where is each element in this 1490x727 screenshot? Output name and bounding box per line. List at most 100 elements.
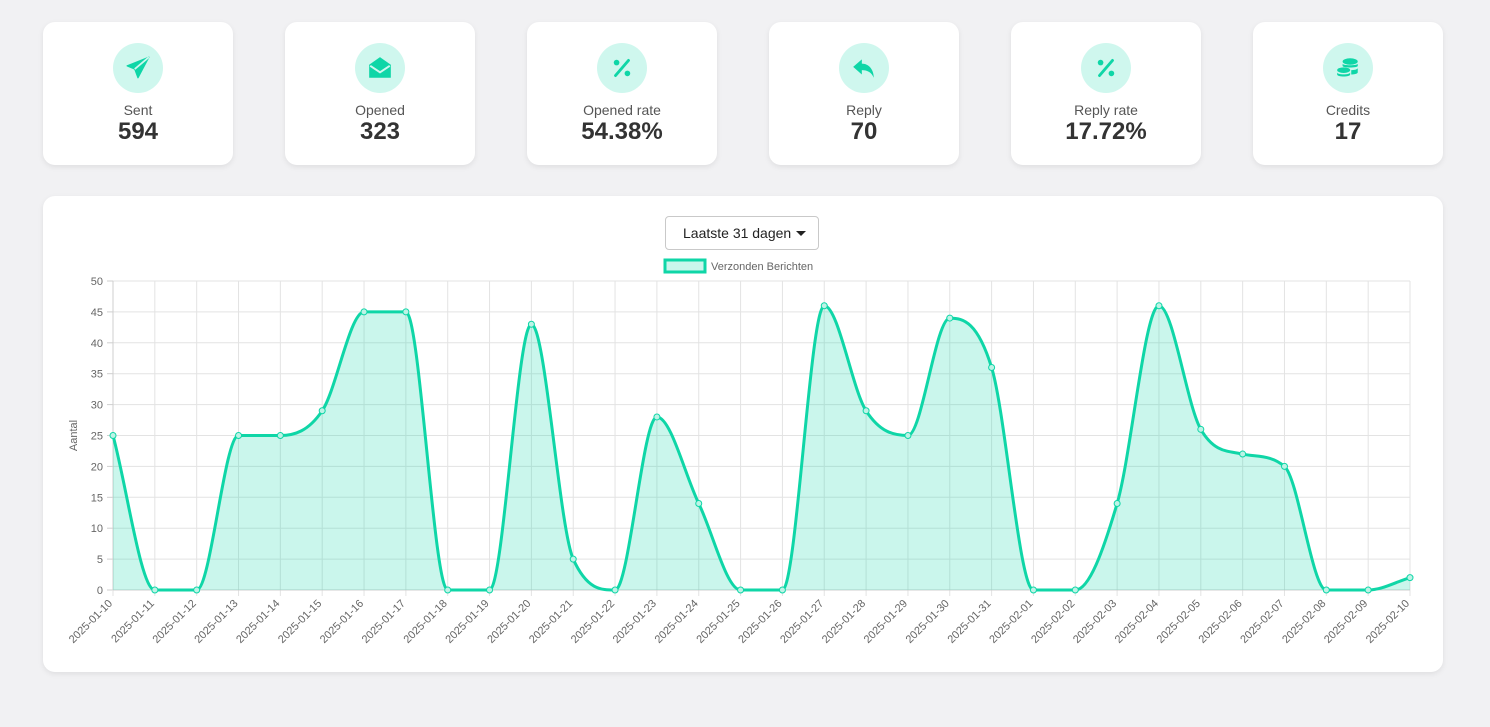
data-point [569, 555, 577, 563]
data-point [318, 407, 326, 415]
data-point [695, 499, 703, 507]
data-point [1113, 499, 1121, 507]
x-tick-label: 2025-02-02 [1029, 598, 1077, 646]
paper-plane-icon [113, 43, 163, 93]
legend-label: Verzonden Berichten [711, 261, 813, 273]
x-tick-label: 2025-01-23 [611, 598, 659, 646]
x-tick-label: 2025-01-21 [527, 598, 575, 646]
y-tick-label: 35 [91, 369, 103, 381]
x-tick-label: 2025-01-10 [67, 598, 115, 646]
legend-swatch [663, 258, 707, 274]
y-tick-label: 25 [91, 431, 103, 443]
data-point [193, 586, 201, 594]
date-range-selected: Laatste 31 dagen [683, 225, 792, 241]
y-tick-label: 45 [91, 307, 103, 319]
data-point [988, 364, 996, 372]
data-point [151, 586, 159, 594]
data-point [611, 586, 619, 594]
data-point [820, 302, 828, 310]
data-point [1280, 462, 1288, 470]
x-tick-label: 2025-01-28 [820, 598, 868, 646]
stat-value: 17.72% [1065, 118, 1147, 145]
x-tick-label: 2025-01-16 [318, 598, 366, 646]
stat-label: Opened rate [583, 102, 661, 118]
percent-icon [597, 43, 647, 93]
stat-label: Sent [123, 102, 153, 118]
data-point [737, 586, 745, 594]
x-tick-label: 2025-01-11 [109, 598, 157, 646]
y-tick-label: 15 [91, 492, 103, 504]
stat-label: Reply rate [1074, 102, 1138, 118]
date-range-dropdown[interactable]: Laatste 31 dagen [665, 216, 819, 250]
stat-card-sent: Sent 594 [43, 22, 233, 165]
data-point [1239, 450, 1247, 458]
caret-down-icon [796, 231, 806, 236]
sent-messages-chart: 0 5 10 15 20 25 30 35 40 45 50 2025-01-102025-01-11… [67, 258, 1414, 646]
data-point [527, 320, 535, 328]
x-tick-label: 2025-01-29 [862, 598, 910, 646]
x-tick-label: 2025-01-24 [653, 598, 701, 646]
y-tick-label: 20 [91, 461, 103, 473]
stat-value: 594 [117, 118, 159, 145]
x-tick-label: 2025-02-10 [1364, 598, 1412, 646]
data-point [486, 586, 494, 594]
stat-card-reply: Reply 70 [769, 22, 959, 165]
x-tick-label: 2025-01-15 [276, 598, 324, 646]
data-point [1406, 574, 1414, 582]
x-tick-label: 2025-01-25 [694, 598, 742, 646]
stat-value: 70 [850, 118, 878, 145]
data-point [1364, 586, 1372, 594]
x-tick-label: 2025-01-19 [443, 598, 491, 646]
chart-panel: Laatste 31 dagen 0 5 10 15 20 25 30 35 40 45 50 202… [43, 196, 1443, 672]
x-tick-label: 2025-02-01 [987, 598, 1035, 646]
data-point [946, 314, 954, 322]
x-tick-label: 2025-02-03 [1071, 598, 1119, 646]
x-tick-label: 2025-01-12 [151, 598, 199, 646]
series-area-fill [113, 305, 1410, 590]
envelope-open-icon [355, 43, 405, 93]
data-point [1197, 425, 1205, 433]
data-point [360, 308, 368, 316]
data-point [862, 407, 870, 415]
x-tick-label: 2025-01-13 [192, 598, 240, 646]
y-tick-label: 0 [97, 585, 103, 597]
x-tick-label: 2025-01-30 [904, 598, 952, 646]
data-point [109, 432, 117, 439]
x-tick-label: 2025-01-27 [778, 598, 826, 646]
stat-value: 323 [359, 118, 401, 145]
data-point [653, 413, 661, 421]
reply-icon [839, 43, 889, 93]
y-axis-title: Aantal [68, 420, 80, 451]
x-tick-label: 2025-01-26 [736, 598, 784, 646]
stat-card-reply-rate: Reply rate 17.72% [1011, 22, 1201, 165]
x-tick-label: 2025-01-14 [234, 598, 282, 646]
x-tick-label: 2025-01-17 [360, 598, 408, 646]
x-tick-label: 2025-02-08 [1280, 598, 1328, 646]
x-tick-label: 2025-02-06 [1196, 598, 1244, 646]
stat-value: 17 [1334, 118, 1362, 145]
x-tick-label: 2025-01-22 [569, 598, 617, 646]
data-point [235, 432, 243, 439]
y-tick-label: 30 [91, 400, 103, 412]
data-point [778, 586, 786, 594]
x-tick-label: 2025-01-20 [485, 598, 533, 646]
y-tick-label: 50 [91, 276, 103, 288]
coins-icon [1323, 43, 1373, 93]
data-point [1155, 302, 1163, 310]
y-tick-label: 10 [91, 523, 103, 535]
x-tick-label: 2025-01-31 [945, 598, 993, 646]
data-point [904, 432, 912, 439]
y-tick-label: 5 [97, 554, 103, 566]
x-tick-label: 2025-02-05 [1155, 598, 1203, 646]
stat-card-credits: Credits 17 [1253, 22, 1443, 165]
stat-label: Reply [846, 102, 882, 118]
stat-value: 54.38% [581, 118, 663, 145]
data-point [1322, 586, 1330, 594]
data-point [1071, 586, 1079, 594]
data-point [402, 308, 410, 316]
data-point [1029, 586, 1037, 594]
stat-card-opened: Opened 323 [285, 22, 475, 165]
data-point [444, 586, 452, 594]
stat-label: Opened [355, 102, 405, 118]
y-tick-label: 40 [91, 338, 103, 350]
